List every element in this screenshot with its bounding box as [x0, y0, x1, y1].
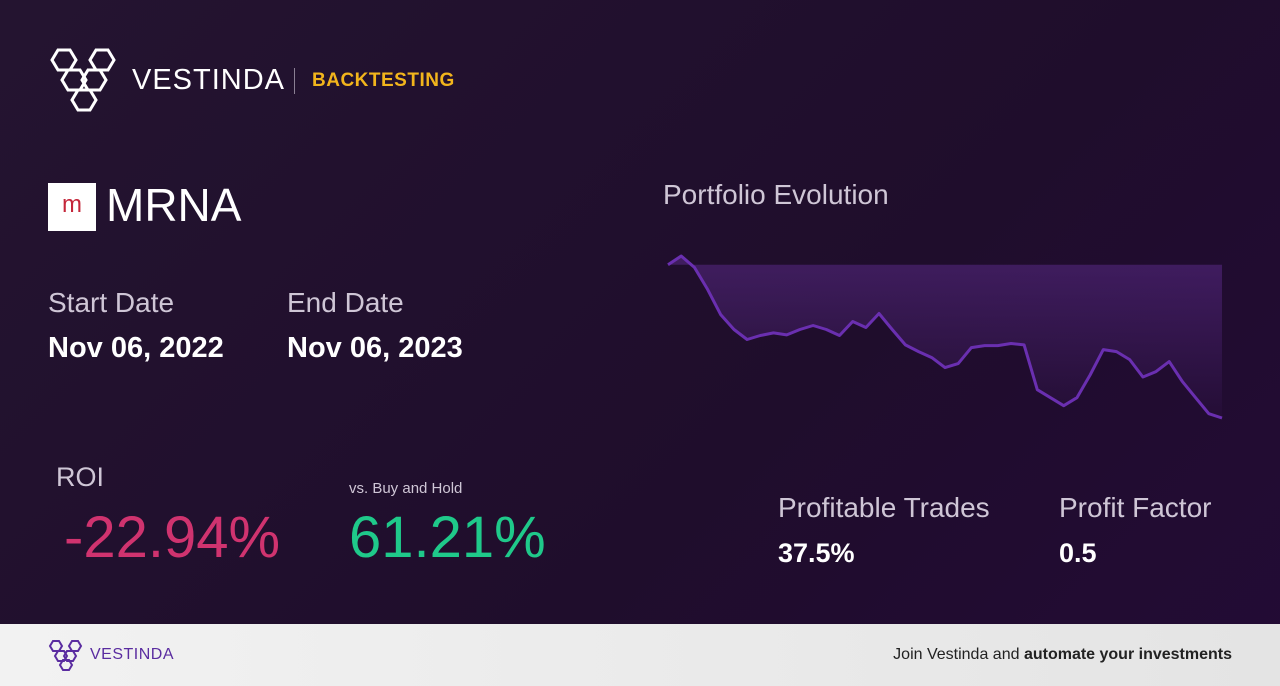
footer: VESTINDA Join Vestinda and automate your… [0, 624, 1280, 686]
ticker-icon: m [48, 183, 96, 231]
chart-title: Portfolio Evolution [663, 179, 889, 210]
line [667, 254, 1223, 420]
profitable-trades: 37.5% [778, 538, 855, 568]
profit-factor-label: Profit Factor [1059, 492, 1212, 523]
end-date: Nov 06, 2023 [287, 332, 463, 364]
portfolio-chart [667, 254, 1223, 420]
footer-logo-icon [48, 640, 83, 671]
vs-value: 61.21% [349, 505, 546, 570]
start-date: Nov 06, 2022 [48, 332, 224, 364]
profit-factor: 0.5 [1059, 538, 1097, 568]
roi-value: -22.94% [64, 505, 281, 570]
footer-cta: Join Vestinda and automate your investme… [893, 646, 1232, 664]
footer-brand: VESTINDA [90, 646, 175, 663]
start-date-label: Start Date [48, 287, 175, 318]
logo-icon [50, 48, 116, 112]
profitable-trades-label: Profitable Trades [778, 492, 990, 523]
cta-text: Join Vestinda and [893, 646, 1024, 663]
area [668, 256, 1222, 418]
ticker: MRNA [106, 179, 242, 231]
section-label: BACKTESTING [312, 70, 455, 91]
cta-bold: automate your investments [1023, 646, 1232, 663]
separator [294, 68, 295, 94]
roi-label: ROI [56, 462, 105, 492]
end-date-label: End Date [287, 287, 404, 318]
brand-name: VESTINDA [132, 64, 286, 96]
vs-label: vs. Buy and Hold [349, 480, 463, 497]
